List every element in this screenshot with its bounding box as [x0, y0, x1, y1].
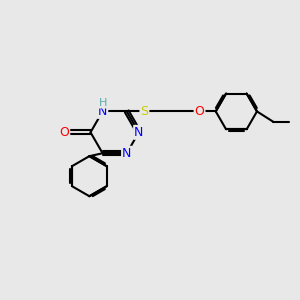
Text: H: H [98, 98, 107, 108]
Text: S: S [140, 105, 148, 118]
Text: N: N [122, 147, 131, 160]
Text: N: N [98, 105, 107, 118]
Text: O: O [195, 105, 205, 118]
Text: N: N [134, 126, 143, 139]
Text: O: O [59, 126, 69, 139]
